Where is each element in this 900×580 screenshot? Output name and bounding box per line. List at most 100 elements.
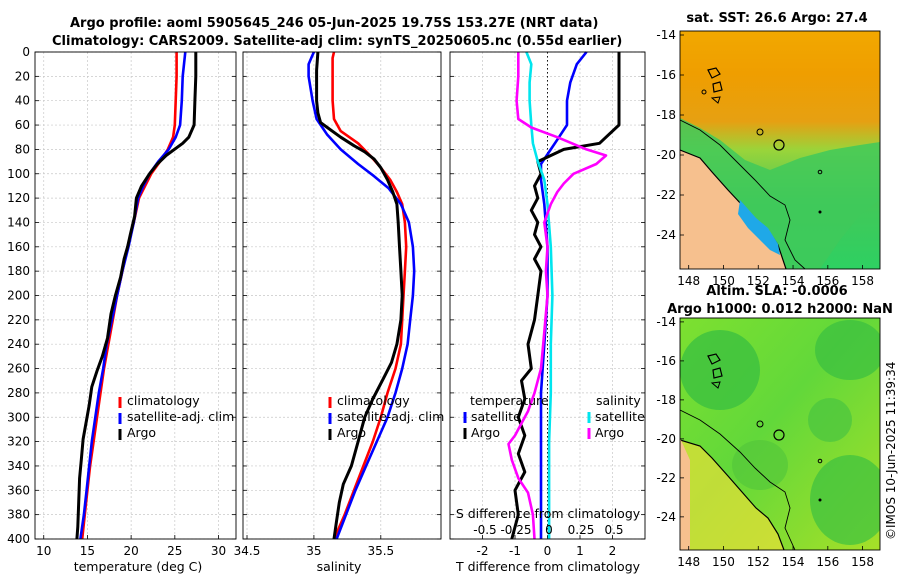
x-tick-label: 0 — [544, 544, 552, 558]
y-tick-label: 100 — [7, 167, 30, 181]
series-line-argo — [75, 52, 198, 540]
land-mass — [680, 438, 690, 550]
map-x-tick-label: 158 — [851, 274, 874, 288]
argo-location-marker — [773, 139, 785, 151]
map-y-tick-label: -20 — [656, 148, 676, 162]
map-y-tick-label: -16 — [656, 354, 676, 368]
x-tick-label: 2 — [609, 544, 617, 558]
y-tick-label: 340 — [7, 459, 30, 473]
sla-low-region — [815, 320, 880, 380]
sla-map-title: Altim. SLA: -0.0006 — [706, 284, 847, 299]
legend-label-satellite: satellite-adj. clim — [337, 409, 444, 424]
series-line-argo — [315, 51, 404, 540]
map-x-tick-label: 154 — [782, 555, 805, 569]
imos-watermark: ©IMOS 10-Jun-2025 11:39:34 — [884, 362, 898, 540]
reef-outline — [712, 367, 723, 379]
sst-map-ticks: 148 150 152 154 156 158 -14 -16 -18 -20 -22 -24 — [656, 28, 874, 288]
sla-low-region — [808, 398, 852, 442]
x-tick-label: 1 — [576, 544, 584, 558]
reef-outline — [817, 169, 823, 175]
series-line-temperature-argo — [510, 52, 621, 540]
sla-map — [680, 318, 880, 550]
series-line-temperature-satellite — [539, 51, 588, 539]
map-y-tick-label: -20 — [656, 432, 676, 446]
argo-location-marker — [773, 429, 785, 441]
legend-label-argo: Argo — [337, 425, 366, 440]
difference-xlabel: T difference from climatology — [455, 559, 641, 574]
map-y-tick-label: -22 — [656, 471, 676, 485]
y-tick-label: 40 — [15, 94, 30, 108]
map-y-tick-label: -16 — [656, 68, 676, 82]
bathymetry-contour — [680, 409, 796, 550]
difference-panel: -2 -1 0 1 2 — [449, 51, 646, 558]
legend-label-argo: Argo — [127, 425, 156, 440]
salinity-legend: climatology satellite-adj. clim Argo — [328, 393, 444, 440]
reef-outline — [710, 96, 721, 104]
map-x-tick-label: 150 — [712, 555, 735, 569]
top-tick-label: 0.5 — [604, 523, 623, 537]
map-x-tick-label: 148 — [677, 274, 700, 288]
y-tick-label: 320 — [7, 435, 30, 449]
difference-top-ticks: -0.5 -0.25 0 0.25 0.5 — [473, 523, 623, 537]
reef-outline — [710, 381, 721, 389]
y-tick-label: 0 — [22, 45, 30, 59]
y-tick-label: 140 — [7, 215, 30, 229]
x-tick-label: -1 — [509, 544, 521, 558]
reef-outline — [756, 420, 764, 428]
reef-outline — [701, 89, 707, 95]
reef-outline — [756, 128, 764, 136]
y-tick-label: 20 — [15, 69, 30, 83]
reef-outline — [712, 81, 723, 93]
series-line-salinity-satellite — [525, 51, 554, 539]
legend-label-climatology: climatology — [127, 393, 200, 408]
reef-outline — [707, 353, 721, 365]
top-tick-label: -0.25 — [500, 523, 531, 537]
series-line-climatology — [331, 51, 408, 540]
y-tick-label: 260 — [7, 362, 30, 376]
reef-outline — [818, 210, 822, 214]
figure-title-line1: Argo profile: aoml 5905645_246 05-Jun-20… — [70, 16, 598, 31]
map-y-tick-label: -18 — [656, 393, 676, 407]
difference-top-xlabel: S difference from climatology — [456, 506, 641, 521]
panel-frame — [242, 51, 442, 540]
sla-high-region — [680, 440, 784, 550]
x-tick-label: 30 — [211, 544, 226, 558]
legend-label-temperature-satellite: satellite — [471, 409, 521, 424]
cold-coastal-water — [738, 200, 780, 255]
bathymetry-contour — [680, 119, 806, 269]
y-tick-label: 60 — [15, 118, 30, 132]
sla-map-frame — [679, 317, 881, 551]
legend-header-salinity: salinity — [596, 393, 641, 408]
map-x-tick-label: 152 — [747, 274, 770, 288]
y-tick-label: 80 — [15, 142, 30, 156]
temperature-legend: climatology satellite-adj. clim Argo — [118, 393, 234, 440]
reef-outline — [817, 458, 823, 464]
top-tick-label: 0 — [545, 523, 553, 537]
figure-title-line2: Climatology: CARS2009. Satellite-adj cli… — [52, 34, 622, 49]
top-tick-label: 0.25 — [568, 523, 595, 537]
map-x-tick-label: 158 — [851, 555, 874, 569]
map-x-tick-label: 152 — [747, 555, 770, 569]
series-line-salinity-argo — [507, 52, 608, 540]
map-y-tick-label: -24 — [656, 228, 676, 242]
sla-map-subtitle: Argo h1000: 0.012 h2000: NaN — [667, 302, 893, 317]
sst-map-frame — [679, 30, 881, 270]
map-y-tick-label: -14 — [656, 315, 676, 329]
y-tick-label: 160 — [7, 240, 30, 254]
map-y-tick-label: -22 — [656, 188, 676, 202]
reef-outline — [818, 498, 822, 502]
x-tick-label: 10 — [36, 544, 51, 558]
x-tick-label: 35 — [306, 544, 321, 558]
y-tick-label: 380 — [7, 508, 30, 522]
sst-map — [680, 31, 880, 269]
x-tick-label: -2 — [477, 544, 489, 558]
legend-label-climatology: climatology — [337, 393, 410, 408]
salinity-xlabel: salinity — [317, 559, 362, 574]
map-x-tick-label: 148 — [677, 555, 700, 569]
legend-header-temperature: temperature — [470, 393, 549, 408]
salinity-panel: 34.5 35 35.5 — [234, 51, 442, 558]
map-y-tick-label: -18 — [656, 108, 676, 122]
legend-label-salinity-argo: Argo — [595, 425, 624, 440]
reef-outline — [707, 67, 721, 79]
